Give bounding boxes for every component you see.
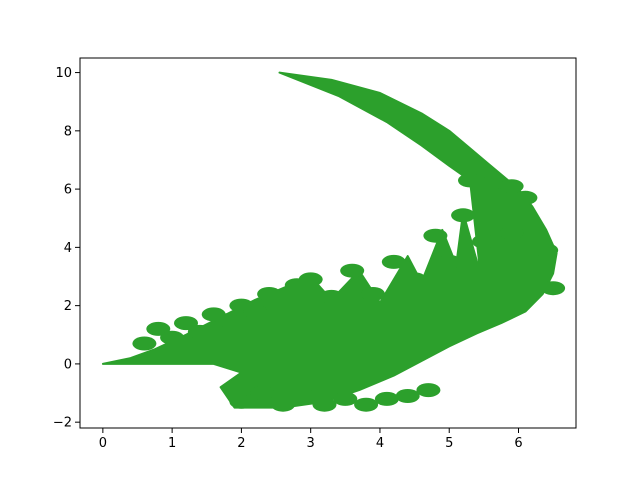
- y-tick-label: 6: [64, 183, 72, 198]
- y-axis: −2 0 2 4 6 8 10: [53, 66, 80, 431]
- fern-leaflet: [298, 272, 323, 287]
- fern-leaflet: [361, 287, 385, 301]
- fern-leaflet: [402, 272, 427, 287]
- y-tick-label: −2: [53, 416, 72, 431]
- fern-leaflet: [215, 313, 240, 328]
- x-tick-label: 1: [168, 436, 176, 451]
- y-tick-label: 0: [64, 357, 72, 372]
- fern-leaflet: [312, 397, 337, 412]
- fern-leaflet: [250, 386, 275, 400]
- y-tick-label: 8: [64, 124, 72, 139]
- fern-leaflet: [340, 263, 365, 278]
- fern-leaflet: [478, 176, 503, 191]
- fern-leaflet: [243, 304, 268, 319]
- fern-leaflet: [451, 208, 476, 223]
- fern-leaflet: [513, 208, 538, 223]
- scatter-points: [101, 71, 566, 412]
- fern-leaflet: [499, 179, 524, 194]
- fern-leaflet: [132, 336, 157, 351]
- y-tick-label: 10: [55, 66, 72, 81]
- fern-leaflet: [354, 397, 379, 412]
- fern-leaflet: [160, 330, 185, 345]
- fern-leaflet: [319, 289, 344, 304]
- fern-leaflet: [471, 234, 496, 249]
- fern-leaflet: [416, 383, 441, 398]
- x-tick-label: 4: [376, 436, 384, 451]
- fern-leaflet: [381, 254, 406, 269]
- fern-leaflet: [499, 225, 524, 240]
- x-tick-label: 0: [99, 436, 107, 451]
- x-tick-label: 3: [307, 436, 315, 451]
- fern-leaflet: [458, 173, 482, 188]
- fern-leaflet: [187, 324, 212, 339]
- fern-leaflet: [333, 391, 358, 406]
- fern-leaflet: [291, 389, 316, 403]
- fern-leaflet: [534, 243, 559, 258]
- y-tick-label: 4: [64, 241, 72, 256]
- fern-leaflet: [271, 397, 295, 412]
- y-tick-label: 2: [64, 299, 72, 314]
- x-tick-label: 5: [445, 436, 453, 451]
- x-axis: 0 1 2 3 4 5 6: [99, 428, 523, 451]
- fern-leaflet: [229, 394, 254, 409]
- fern-leaflet: [513, 190, 538, 205]
- fern-leaflet: [423, 228, 448, 243]
- plot-frame: [79, 57, 577, 429]
- fern-leaflet: [395, 389, 420, 403]
- x-tick-label: 2: [237, 436, 245, 451]
- fern-leaflet: [541, 281, 566, 296]
- fern-leaflet: [437, 254, 462, 269]
- x-tick-label: 6: [514, 436, 522, 451]
- fern-leaflet: [374, 391, 399, 406]
- fern-leaflet: [271, 292, 295, 307]
